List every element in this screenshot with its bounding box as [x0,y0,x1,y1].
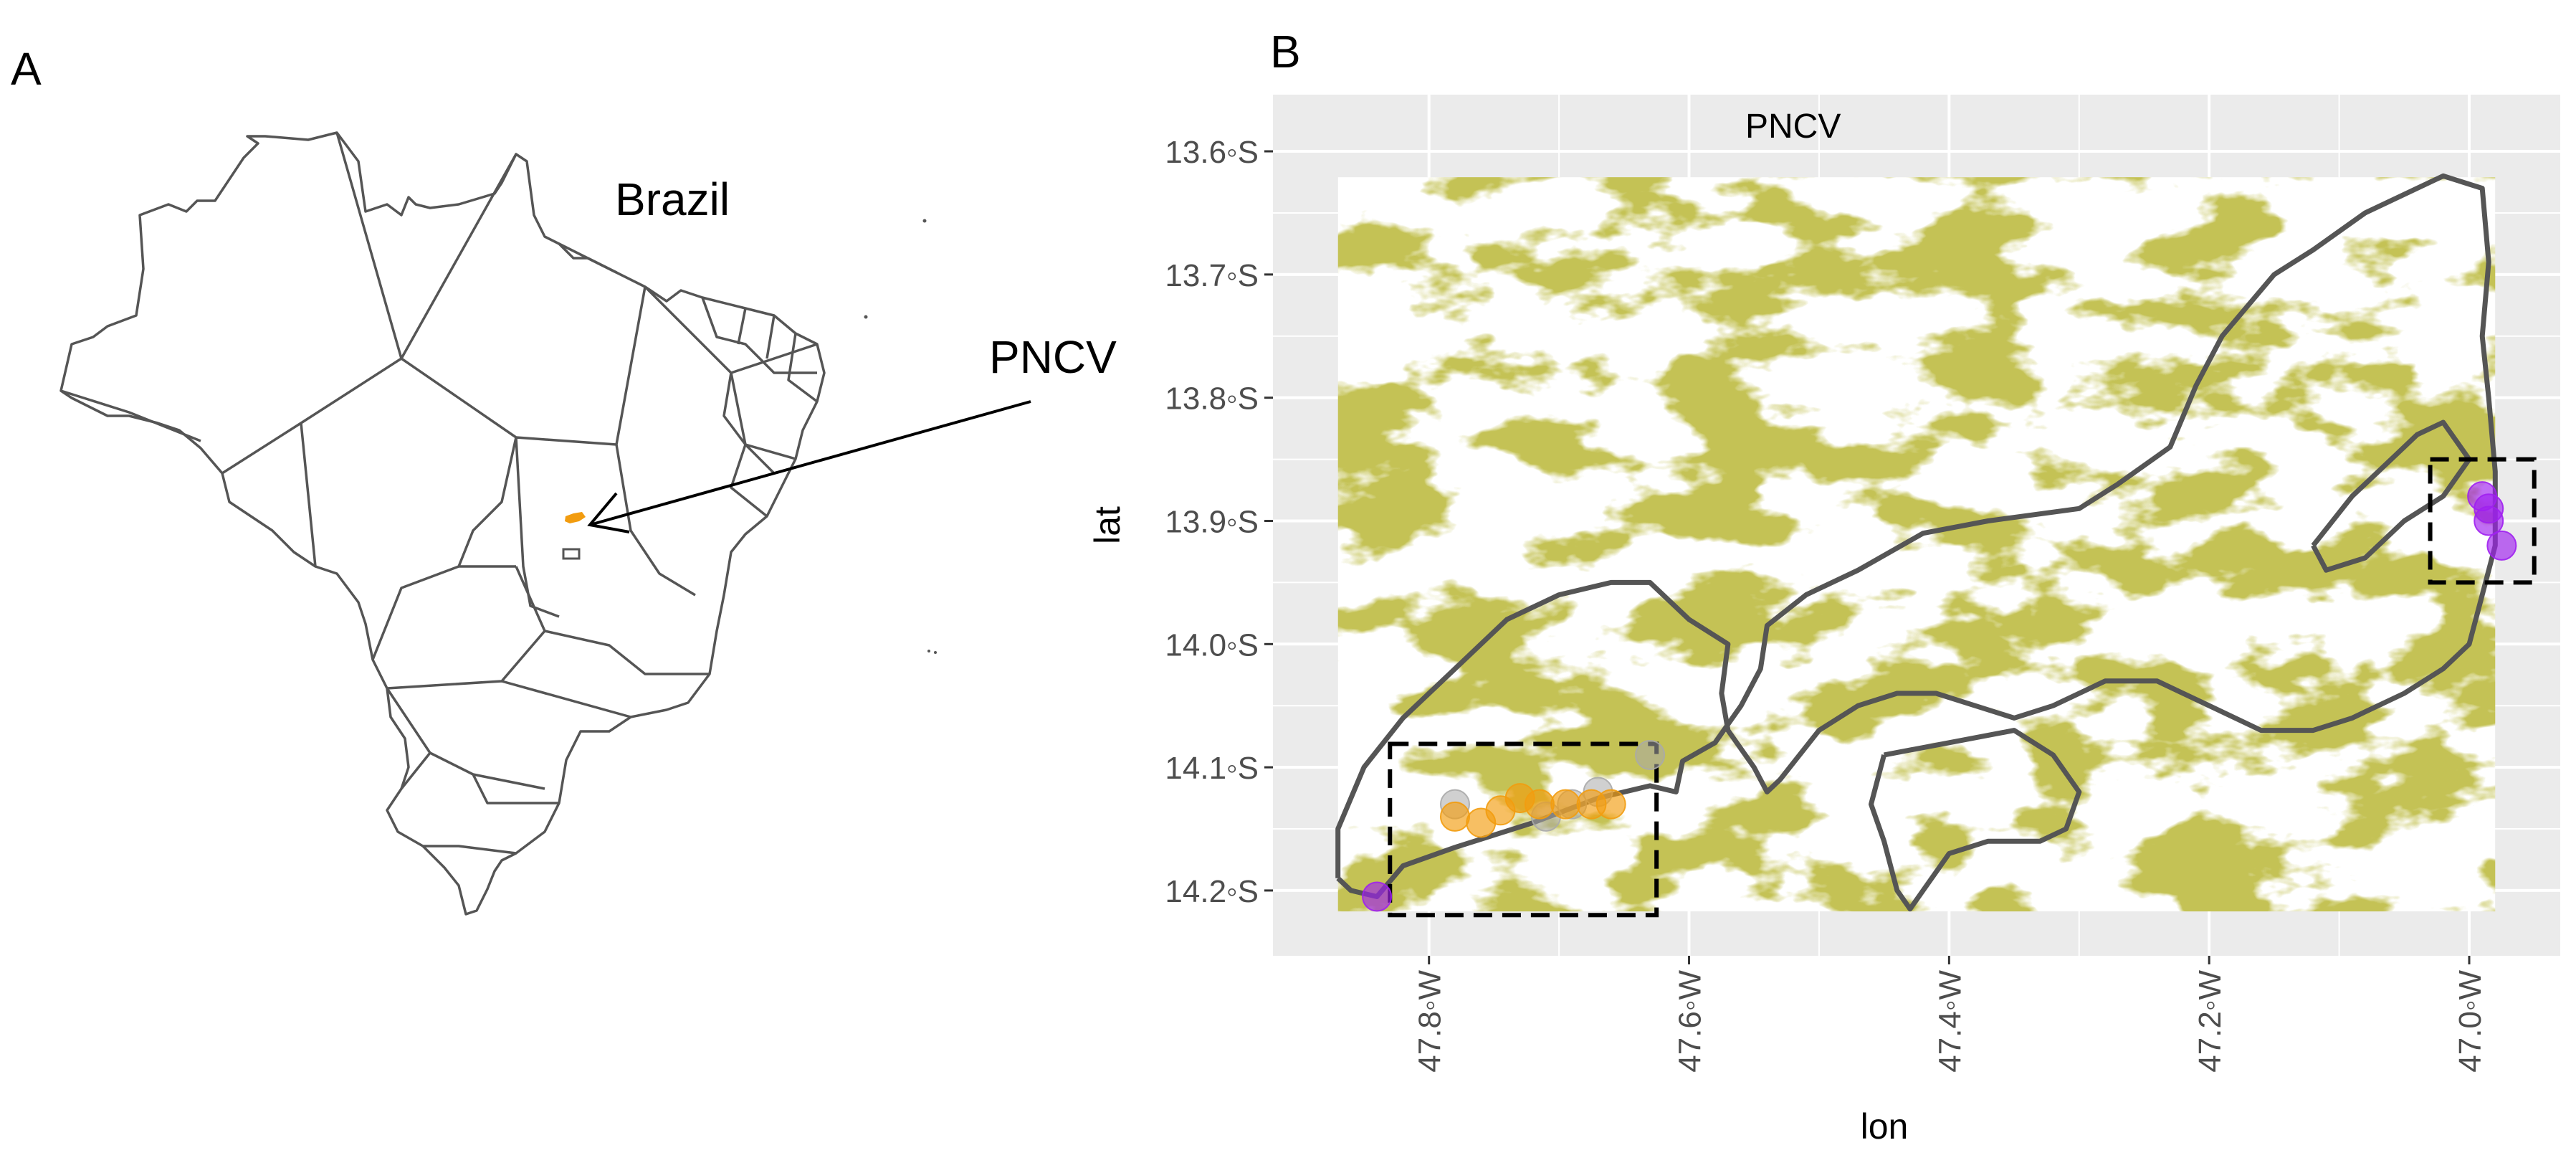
y-tick-label: 13.6◦S [1165,135,1259,170]
y-tick-label: 13.7◦S [1165,258,1259,293]
state-borders [60,132,818,855]
brazil-map [59,131,826,916]
point-orange [1550,789,1581,820]
point-orange [1439,801,1470,832]
inset-title: PNCV [1745,108,1841,146]
y-tick-label: 14.2◦S [1165,874,1259,909]
island-dots [864,219,937,654]
country-label: Brazil [615,174,730,225]
y-axis: 13.6◦S 13.7◦S 13.8◦S 13.9◦S 14.0◦S 14.1◦S 14.2… [1165,135,1273,909]
point-orange [1595,789,1626,820]
panel-b: B PNCV 13.6◦S 13.7◦S 13.8◦S 13.9◦S 14.0◦S 14.… [1087,26,2560,1147]
point-orange [1524,789,1555,820]
point-gray [1635,739,1666,770]
panel-a-label: A [11,43,42,95]
callout-arrow [587,400,1031,533]
point-purple [2486,530,2517,561]
brazil-outline [59,131,826,916]
y-tick-label: 14.0◦S [1165,627,1259,663]
occurrence-points [1362,481,2517,912]
x-tick-label: 47.8◦W [1413,970,1448,1073]
park-boundary-south [1869,728,2082,912]
study-area-boxes [1388,457,2537,918]
y-tick-label: 13.9◦S [1165,504,1259,539]
x-tick-label: 47.4◦W [1932,970,1967,1073]
y-tick-label: 14.1◦S [1165,751,1259,786]
park-marker [565,512,586,523]
park-callout-label: PNCV [989,331,1117,383]
park-boundary-main [1335,173,2498,899]
federal-district [562,548,581,560]
study-box-1 [1388,741,1659,918]
x-tick-label: 47.6◦W [1673,970,1708,1073]
y-tick-label: 13.8◦S [1165,381,1259,417]
x-axis: 47.8◦W 47.6◦W 47.4◦W 47.2◦W 47.0◦W [1413,956,2488,1073]
x-tick-label: 47.0◦W [2453,970,2488,1073]
point-purple [1362,881,1393,912]
panel-a: A Brazil PNCV [11,43,1117,916]
point-purple [2474,505,2504,536]
x-tick-label: 47.2◦W [2193,970,2228,1073]
state-borders-northeast [701,297,819,518]
panel-b-label: B [1270,26,1301,77]
y-axis-title: lat [1087,506,1127,544]
x-axis-title: lon [1861,1106,1909,1147]
